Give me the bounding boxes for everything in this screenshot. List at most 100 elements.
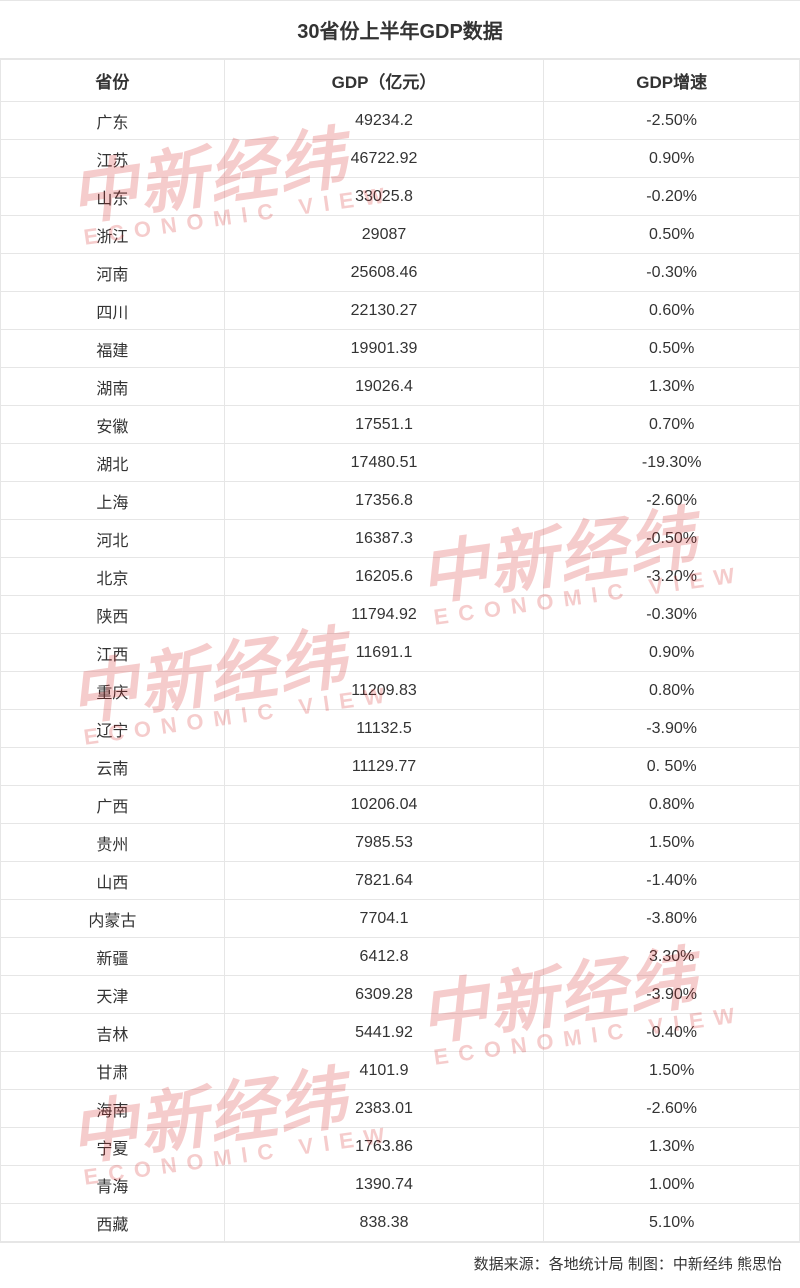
cell-growth: 0. 50% [544,748,800,786]
table-row: 辽宁11132.5-3.90% [1,710,800,748]
cell-gdp: 11209.83 [224,672,544,710]
table-row: 北京16205.6-3.20% [1,558,800,596]
cell-growth: -3.90% [544,710,800,748]
cell-growth: 0.80% [544,672,800,710]
cell-growth: -3.80% [544,900,800,938]
table-row: 西藏838.385.10% [1,1204,800,1242]
cell-gdp: 7821.64 [224,862,544,900]
cell-province: 四川 [1,292,225,330]
cell-growth: 0.50% [544,216,800,254]
table-row: 湖北17480.51-19.30% [1,444,800,482]
cell-growth: 5.10% [544,1204,800,1242]
table-row: 安徽17551.10.70% [1,406,800,444]
table-row: 河南25608.46-0.30% [1,254,800,292]
cell-gdp: 7704.1 [224,900,544,938]
table-row: 江苏46722.920.90% [1,140,800,178]
cell-growth: 1.50% [544,824,800,862]
cell-gdp: 11691.1 [224,634,544,672]
cell-gdp: 11129.77 [224,748,544,786]
cell-province: 云南 [1,748,225,786]
cell-gdp: 16205.6 [224,558,544,596]
cell-province: 湖南 [1,368,225,406]
cell-gdp: 1390.74 [224,1166,544,1204]
table-row: 福建19901.390.50% [1,330,800,368]
cell-growth: 0.70% [544,406,800,444]
gdp-table: 省份 GDP（亿元） GDP增速 广东49234.2-2.50%江苏46722.… [0,59,800,1242]
cell-gdp: 29087 [224,216,544,254]
cell-gdp: 49234.2 [224,102,544,140]
cell-gdp: 22130.27 [224,292,544,330]
cell-province: 海南 [1,1090,225,1128]
table-row: 四川22130.270.60% [1,292,800,330]
cell-gdp: 19901.39 [224,330,544,368]
cell-growth: -0.50% [544,520,800,558]
cell-gdp: 4101.9 [224,1052,544,1090]
cell-province: 江西 [1,634,225,672]
cell-gdp: 46722.92 [224,140,544,178]
cell-gdp: 33025.8 [224,178,544,216]
cell-province: 天津 [1,976,225,1014]
cell-gdp: 6412.8 [224,938,544,976]
cell-growth: -2.50% [544,102,800,140]
cell-growth: -2.60% [544,1090,800,1128]
table-row: 江西11691.10.90% [1,634,800,672]
table-row: 浙江290870.50% [1,216,800,254]
table-row: 广西10206.040.80% [1,786,800,824]
table-row: 山西7821.64-1.40% [1,862,800,900]
cell-growth: -1.40% [544,862,800,900]
cell-growth: 1.50% [544,1052,800,1090]
cell-province: 江苏 [1,140,225,178]
cell-growth: -2.60% [544,482,800,520]
cell-growth: 0.80% [544,786,800,824]
table-header-row: 省份 GDP（亿元） GDP增速 [1,60,800,102]
cell-gdp: 10206.04 [224,786,544,824]
table-row: 云南11129.770. 50% [1,748,800,786]
cell-growth: 1.30% [544,1128,800,1166]
cell-growth: -3.90% [544,976,800,1014]
table-row: 吉林5441.92-0.40% [1,1014,800,1052]
cell-province: 青海 [1,1166,225,1204]
cell-gdp: 17551.1 [224,406,544,444]
cell-province: 新疆 [1,938,225,976]
table-row: 宁夏1763.861.30% [1,1128,800,1166]
table-footer-source: 数据来源：各地统计局 制图：中新经纬 熊思怡 [0,1242,800,1288]
cell-province: 北京 [1,558,225,596]
cell-growth: 1.00% [544,1166,800,1204]
table-row: 河北16387.3-0.50% [1,520,800,558]
cell-gdp: 11794.92 [224,596,544,634]
col-header-gdp: GDP（亿元） [224,60,544,102]
cell-growth: 1.30% [544,368,800,406]
col-header-growth: GDP增速 [544,60,800,102]
cell-growth: -19.30% [544,444,800,482]
cell-growth: -0.30% [544,254,800,292]
table-row: 重庆11209.830.80% [1,672,800,710]
cell-province: 甘肃 [1,1052,225,1090]
cell-province: 陕西 [1,596,225,634]
cell-gdp: 17356.8 [224,482,544,520]
cell-growth: 0.90% [544,634,800,672]
cell-gdp: 5441.92 [224,1014,544,1052]
table-row: 湖南19026.41.30% [1,368,800,406]
cell-province: 广西 [1,786,225,824]
cell-growth: 0.50% [544,330,800,368]
cell-gdp: 17480.51 [224,444,544,482]
table-row: 新疆6412.83.30% [1,938,800,976]
table-row: 海南2383.01-2.60% [1,1090,800,1128]
table-row: 天津6309.28-3.90% [1,976,800,1014]
cell-gdp: 25608.46 [224,254,544,292]
cell-province: 内蒙古 [1,900,225,938]
cell-province: 辽宁 [1,710,225,748]
cell-province: 重庆 [1,672,225,710]
cell-gdp: 6309.28 [224,976,544,1014]
cell-province: 贵州 [1,824,225,862]
cell-province: 广东 [1,102,225,140]
table-row: 甘肃4101.91.50% [1,1052,800,1090]
cell-province: 山东 [1,178,225,216]
cell-province: 宁夏 [1,1128,225,1166]
table-row: 山东33025.8-0.20% [1,178,800,216]
cell-gdp: 16387.3 [224,520,544,558]
table-row: 贵州7985.531.50% [1,824,800,862]
cell-province: 山西 [1,862,225,900]
table-row: 陕西11794.92-0.30% [1,596,800,634]
cell-gdp: 19026.4 [224,368,544,406]
